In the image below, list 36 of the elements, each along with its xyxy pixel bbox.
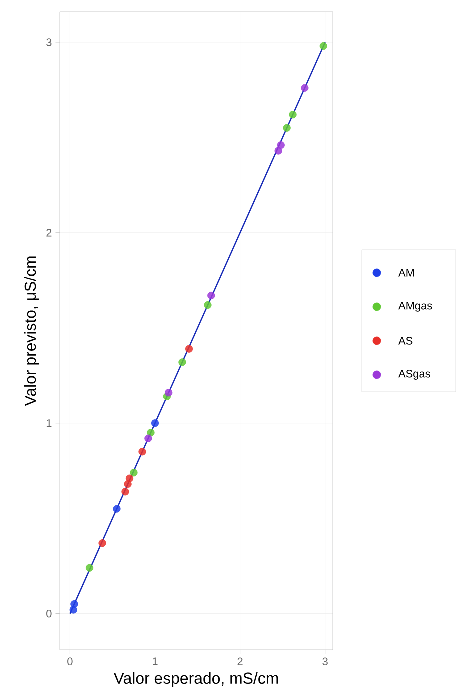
point <box>208 292 216 300</box>
point <box>130 469 138 477</box>
legend-label: AMgas <box>398 302 432 312</box>
x-tick-label: 3 <box>322 658 328 666</box>
point <box>178 358 186 366</box>
point <box>113 505 121 513</box>
point <box>283 124 291 132</box>
point <box>70 606 78 614</box>
legend-label: ASgas <box>398 370 430 380</box>
y-axis-title: Valor previsto, μS/cm <box>24 256 40 406</box>
point <box>274 147 282 155</box>
point <box>98 540 106 548</box>
y-tick-label: 1 <box>46 420 52 428</box>
point <box>301 84 309 92</box>
y-tick-label: 3 <box>46 38 52 46</box>
point <box>126 474 134 482</box>
x-tick-label: 1 <box>153 658 158 666</box>
x-tick-label: 0 <box>68 658 73 666</box>
point <box>320 42 328 50</box>
y-tick-label: 0 <box>46 610 52 618</box>
point <box>204 301 212 310</box>
point <box>122 488 130 496</box>
point <box>185 345 194 353</box>
legend-label: AS <box>398 337 413 345</box>
point <box>86 564 94 572</box>
point <box>138 448 146 456</box>
point <box>144 434 152 442</box>
x-tick-label: 2 <box>238 658 243 666</box>
x-axis-title: Valor esperado, mS/cm <box>114 672 278 688</box>
point <box>277 142 285 150</box>
y-tick-label: 2 <box>46 229 52 237</box>
point <box>289 111 297 119</box>
point <box>147 429 155 437</box>
legend-label: AM <box>398 269 414 277</box>
point <box>165 389 173 397</box>
point <box>151 420 160 428</box>
